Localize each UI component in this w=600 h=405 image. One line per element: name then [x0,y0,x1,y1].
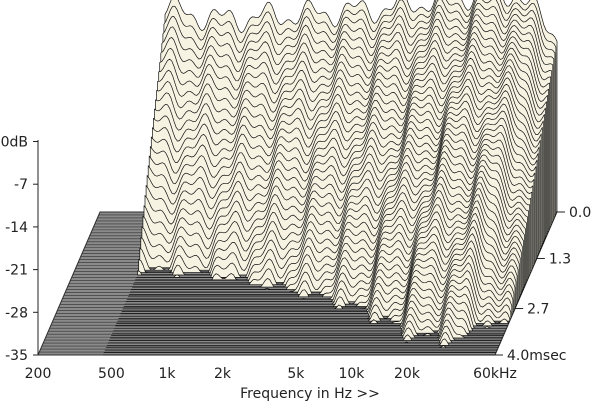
x-tick-label: 200 [25,366,52,382]
x-tick-label: 20k [394,366,421,382]
waterfall-slice [107,332,501,344]
x-axis-label: Frequency in Hz >> [240,386,380,402]
y-tick-label: -7 [14,177,28,193]
x-tick-label: 2k [214,366,232,382]
time-tick-label: 2.7 [527,302,549,318]
waterfall-slice [108,325,502,341]
x-tick-label: 500 [98,366,125,382]
y-tick-label: -28 [5,305,28,321]
y-axis-ticks: 0dB -7 -14 -21 -28 -35 [1,135,38,364]
time-tick-label: 0.0 [569,205,591,221]
waterfall-slice [111,313,504,336]
x-tick-label: 5k [287,366,305,382]
time-tick-label: 1.3 [549,251,571,267]
y-tick-label: -21 [5,263,28,279]
y-tick-label: -35 [5,348,28,364]
waterfall-slice [106,338,500,346]
y-tick-label: -14 [5,220,28,236]
x-tick-label: 60kHz [473,366,517,382]
waterfall-slices [102,0,558,356]
x-axis-ticks: 200 500 1k 2k 5k 10k 20k 60kHz [25,366,517,382]
y-tick-label: 0dB [1,135,28,151]
waterfall-slice [105,345,499,349]
time-axis-ticks: 0.0 1.3 2.7 4.0msec [495,205,591,364]
x-tick-label: 10k [338,366,365,382]
time-tick-label: 4.0msec [507,348,567,364]
waterfall-slice [109,319,503,339]
x-tick-label: 1k [158,366,176,382]
